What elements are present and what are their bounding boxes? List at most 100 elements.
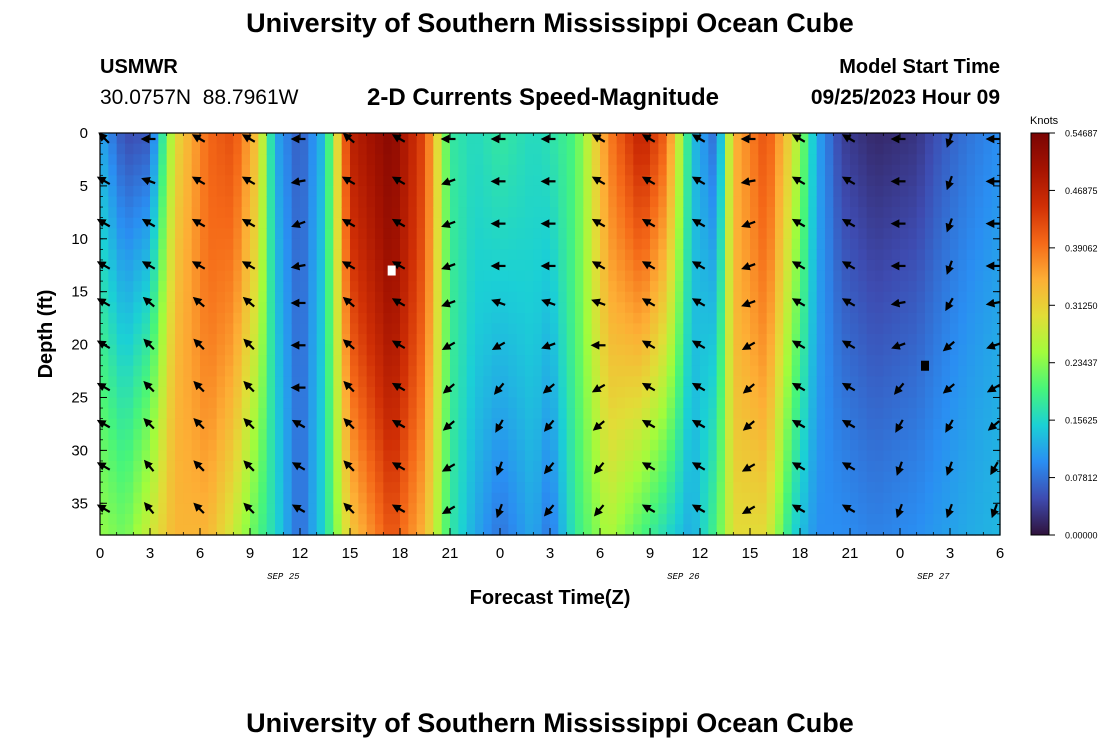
heatmap-cell <box>325 450 334 462</box>
heatmap-cell <box>358 418 368 430</box>
heatmap-cell <box>275 376 284 388</box>
current-vector <box>143 380 155 393</box>
heatmap-cell <box>916 196 926 208</box>
heatmap-cell <box>891 355 901 367</box>
heatmap-cell <box>516 196 526 208</box>
heatmap-cell <box>475 154 484 166</box>
heatmap-cell <box>366 196 376 208</box>
heatmap-cell <box>158 492 168 504</box>
heatmap-cell <box>516 259 526 272</box>
heatmap-cell <box>316 439 326 451</box>
heatmap-cell <box>750 270 759 282</box>
heatmap-cell <box>775 270 784 282</box>
heatmap-cell <box>291 344 301 356</box>
heatmap-cell <box>416 376 426 388</box>
heatmap-cell <box>775 302 784 314</box>
heatmap-cell <box>108 439 118 451</box>
heatmap-cell <box>208 164 218 176</box>
heatmap-cell <box>716 175 726 187</box>
heatmap-cell <box>508 312 518 325</box>
heatmap-cell <box>808 270 818 282</box>
heatmap-cell <box>141 228 151 240</box>
heatmap-cell <box>358 217 368 229</box>
heatmap-cell <box>550 238 559 250</box>
heatmap-cell <box>566 323 576 335</box>
heatmap-cell <box>316 143 326 155</box>
heatmap-cell <box>425 185 434 198</box>
heatmap-cell <box>966 503 976 515</box>
heatmap-cell <box>200 429 209 441</box>
current-vector <box>895 419 904 433</box>
heatmap-cell <box>583 355 593 367</box>
heatmap-cell <box>158 355 168 367</box>
heatmap-cell <box>916 503 926 515</box>
heatmap-cell <box>550 228 559 240</box>
heatmap-cell <box>875 238 884 250</box>
heatmap-cell <box>933 302 943 314</box>
heatmap-cell <box>633 355 643 367</box>
heatmap-cell <box>858 408 868 420</box>
heatmap-cell <box>475 185 484 198</box>
heatmap-cell <box>950 334 959 346</box>
heatmap-cell <box>541 482 551 494</box>
heatmap-cell <box>125 217 134 229</box>
heatmap-cell <box>458 492 468 504</box>
heatmap-cell <box>183 344 193 356</box>
heatmap-cell <box>983 376 993 388</box>
heatmap-cell <box>458 503 468 515</box>
heatmap-cell <box>441 270 451 282</box>
heatmap-cell <box>950 408 959 420</box>
heatmap-cell <box>450 376 459 388</box>
heatmap-cell <box>791 228 801 240</box>
heatmap-cell <box>833 471 843 483</box>
heatmap-cell <box>183 355 193 367</box>
heatmap-cell <box>358 376 368 388</box>
heatmap-cell <box>283 386 293 399</box>
heatmap-cell <box>225 397 234 409</box>
heatmap-cell <box>775 154 784 166</box>
heatmap-cell <box>591 249 601 261</box>
heatmap-cell <box>225 154 234 166</box>
heatmap-cell <box>441 196 451 208</box>
heatmap-cell <box>675 238 684 250</box>
heatmap-cell <box>141 482 151 494</box>
heatmap-cell <box>175 334 184 346</box>
heatmap-cell <box>700 323 709 335</box>
heatmap-cell <box>625 524 634 536</box>
heatmap-cell <box>891 312 901 325</box>
heatmap-cell <box>975 133 984 145</box>
heatmap-cell <box>116 397 126 409</box>
heatmap-cell <box>683 302 693 314</box>
heatmap-cell <box>891 302 901 314</box>
heatmap-cell <box>508 386 518 399</box>
heatmap-cell <box>608 281 618 293</box>
heatmap-cell <box>916 154 926 166</box>
heatmap-cell <box>841 450 851 462</box>
heatmap-cell <box>825 429 834 441</box>
heatmap-cell <box>525 302 534 314</box>
heatmap-cell <box>958 270 968 282</box>
heatmap-cell <box>300 143 309 155</box>
heatmap-cell <box>233 482 243 494</box>
heatmap-cell <box>450 270 459 282</box>
current-vector <box>541 298 556 307</box>
heatmap-cell <box>416 281 426 293</box>
heatmap-cell <box>483 482 493 494</box>
heatmap-cell <box>375 302 384 314</box>
heatmap-cell <box>933 418 943 430</box>
heatmap-cell <box>300 281 309 293</box>
heatmap-cell <box>483 291 493 303</box>
heatmap-cell <box>891 228 901 240</box>
heatmap-cell <box>500 196 509 208</box>
heatmap-cell <box>658 291 668 303</box>
heatmap-cell <box>350 259 359 272</box>
heatmap-cell <box>891 323 901 335</box>
heatmap-cell <box>741 376 751 388</box>
heatmap-cell <box>358 503 368 515</box>
heatmap-cell <box>375 355 384 367</box>
heatmap-cell <box>908 164 918 176</box>
heatmap-cell <box>191 429 201 441</box>
heatmap-cell <box>333 281 343 293</box>
heatmap-cell <box>666 386 676 399</box>
heatmap-cell <box>200 471 209 483</box>
